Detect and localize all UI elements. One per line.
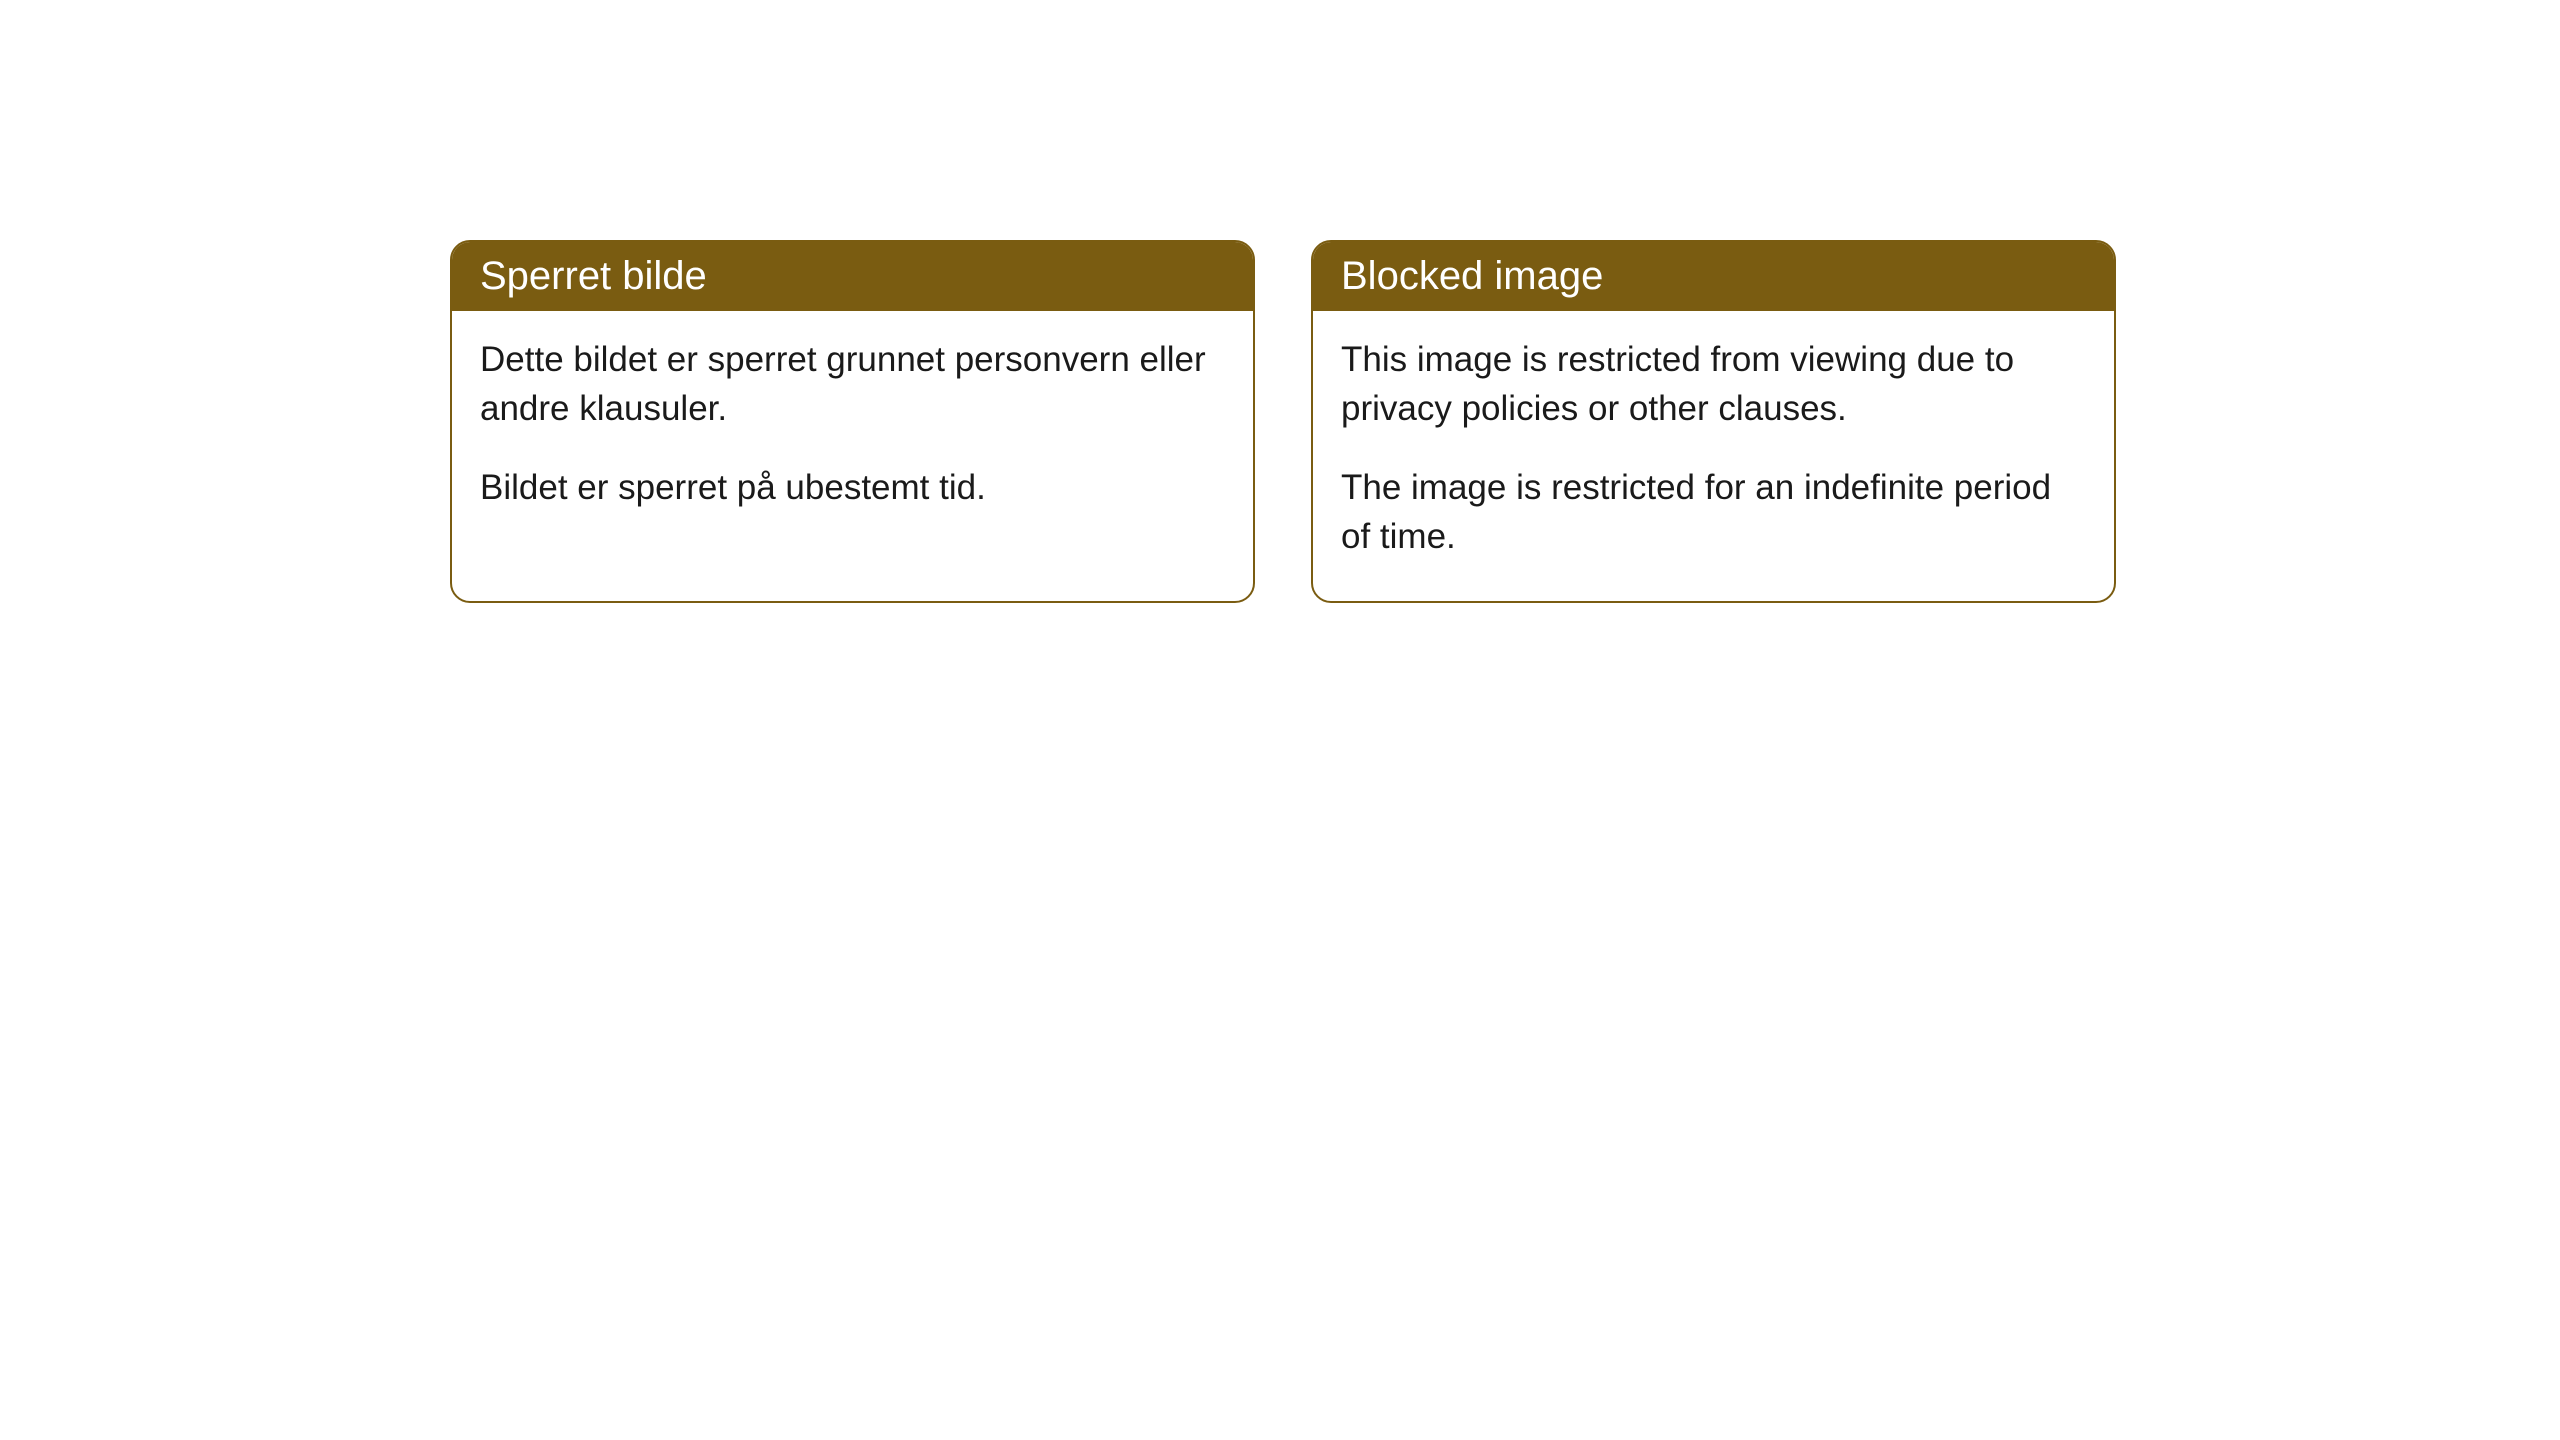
card-header: Sperret bilde	[452, 242, 1253, 311]
notice-card-norwegian: Sperret bilde Dette bildet er sperret gr…	[450, 240, 1255, 603]
card-header: Blocked image	[1313, 242, 2114, 311]
card-paragraph: Bildet er sperret på ubestemt tid.	[480, 463, 1225, 512]
card-paragraph: The image is restricted for an indefinit…	[1341, 463, 2086, 561]
card-paragraph: This image is restricted from viewing du…	[1341, 335, 2086, 433]
card-paragraph: Dette bildet er sperret grunnet personve…	[480, 335, 1225, 433]
card-title: Blocked image	[1341, 254, 1603, 298]
card-body: This image is restricted from viewing du…	[1313, 311, 2114, 601]
card-title: Sperret bilde	[480, 254, 707, 298]
card-body: Dette bildet er sperret grunnet personve…	[452, 311, 1253, 552]
notice-card-english: Blocked image This image is restricted f…	[1311, 240, 2116, 603]
notice-container: Sperret bilde Dette bildet er sperret gr…	[450, 240, 2116, 603]
